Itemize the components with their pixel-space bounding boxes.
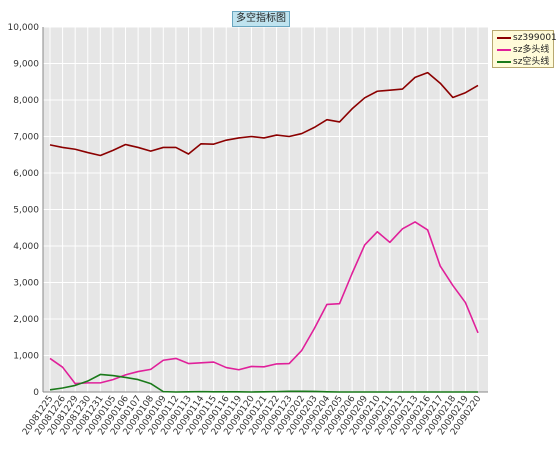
legend-item-sz399001[interactable]: sz399001 xyxy=(493,32,557,44)
x-axis-ticks: 2008122520081226200812292008123020081231… xyxy=(21,394,484,437)
y-tick-label: 8,000 xyxy=(13,96,39,106)
legend-item-short-line[interactable]: sz空头线 xyxy=(493,56,553,68)
y-tick-label: 1,000 xyxy=(13,352,39,362)
y-tick-label: 3,000 xyxy=(13,279,39,289)
grid xyxy=(43,26,488,393)
series-line xyxy=(49,373,478,393)
series xyxy=(49,71,479,393)
legend-swatch xyxy=(497,61,511,63)
y-tick-label: 0 xyxy=(33,388,39,398)
y-tick-label: 9,000 xyxy=(13,60,39,70)
legend-item-long-line[interactable]: sz多头线 xyxy=(493,44,553,56)
legend-swatch xyxy=(497,37,511,39)
chart-title: 多空指标图 xyxy=(232,11,290,27)
series-line xyxy=(49,71,479,157)
y-tick-label: 7,000 xyxy=(13,133,39,143)
legend-label: sz399001 xyxy=(513,33,557,43)
legend-label: sz多头线 xyxy=(513,45,550,55)
y-tick-label: 10,000 xyxy=(8,23,40,33)
y-tick-label: 2,000 xyxy=(13,315,39,325)
legend: sz399001 sz多头线 sz空头线 xyxy=(492,30,557,68)
y-tick-label: 4,000 xyxy=(13,242,39,252)
legend-label: sz空头线 xyxy=(513,57,550,67)
legend-swatch xyxy=(497,49,511,51)
y-tick-label: 5,000 xyxy=(13,206,39,216)
y-tick-label: 6,000 xyxy=(13,169,39,179)
y-axis-ticks: 0 1,000 2,000 3,000 4,000 5,000 6,000 7,000 8,00… xyxy=(8,23,40,398)
